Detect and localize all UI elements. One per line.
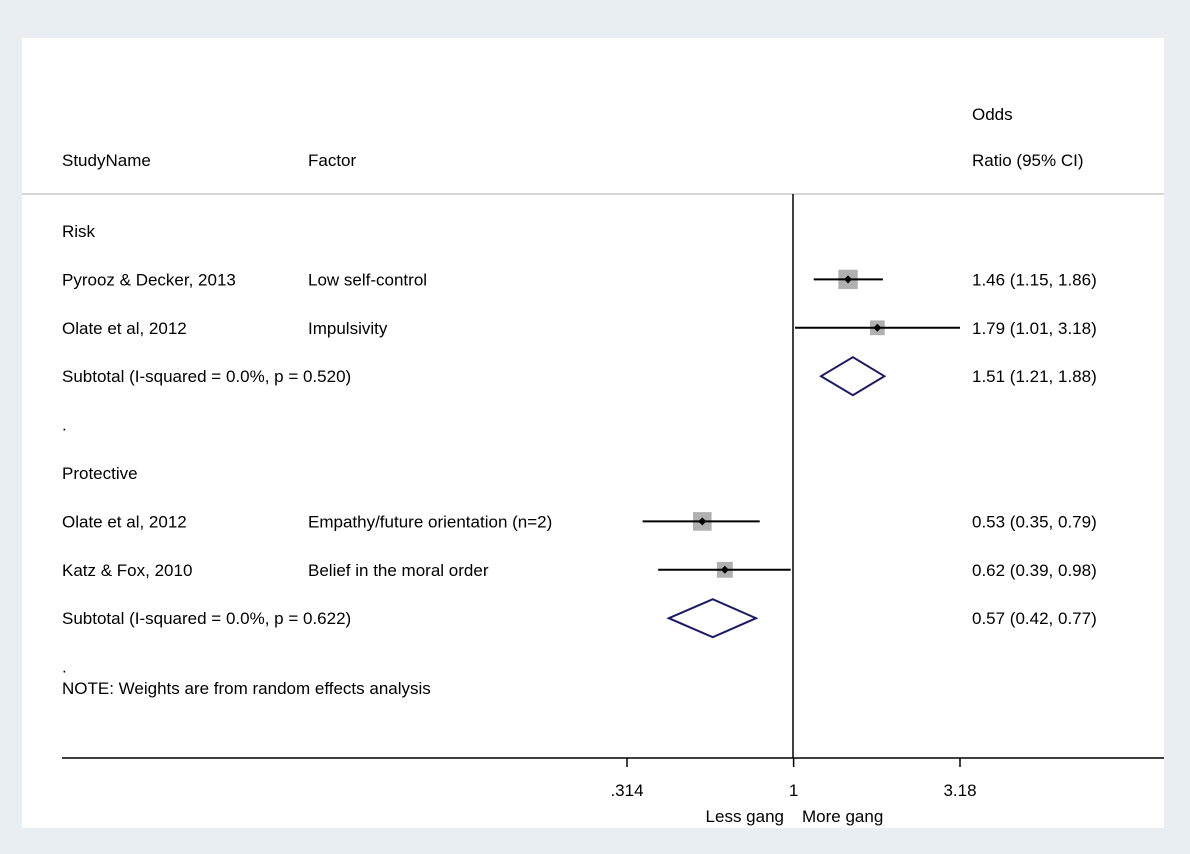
x-axis-ticks: .314 1 3.18 — [610, 758, 977, 800]
spacer-dot: . — [62, 658, 67, 677]
subtotal-label: Subtotal (I-squared = 0.0%, p = 0.622) — [62, 609, 351, 628]
study-factor: Empathy/future orientation (n=2) — [308, 512, 552, 531]
study-factor: Impulsivity — [308, 319, 388, 338]
point-estimate — [873, 323, 882, 332]
study-name: Olate et al, 2012 — [62, 512, 187, 531]
header-ratio-ci: Ratio (95% CI) — [972, 151, 1083, 170]
study-name: Katz & Fox, 2010 — [62, 561, 192, 580]
x-tick-label: 3.18 — [943, 781, 976, 800]
plot-panel — [22, 38, 1164, 828]
group-label: Protective — [62, 464, 138, 483]
subtotal-estimate: 0.57 (0.42, 0.77) — [972, 609, 1097, 628]
point-estimate — [698, 517, 707, 526]
spacer-dot: . — [62, 416, 67, 435]
forest-rows: Risk Pyrooz & Decker, 2013 Low self-contro… — [62, 222, 1097, 677]
study-name: Olate et al, 2012 — [62, 319, 187, 338]
study-name: Pyrooz & Decker, 2013 — [62, 270, 236, 289]
study-factor: Low self-control — [308, 270, 427, 289]
effect-estimate: 0.53 (0.35, 0.79) — [972, 512, 1097, 531]
point-estimate — [720, 565, 729, 574]
effect-estimate: 0.62 (0.39, 0.98) — [972, 561, 1097, 580]
favours-left-label: Less gang — [706, 807, 784, 826]
pooled-diamond — [819, 356, 887, 397]
weights-note: NOTE: Weights are from random effects an… — [62, 679, 431, 698]
study-factor: Belief in the moral order — [308, 561, 489, 580]
favours-right-label: More gang — [802, 807, 883, 826]
header-odds: Odds — [972, 105, 1013, 124]
header-study-name: StudyName — [62, 151, 151, 170]
subtotal-estimate: 1.51 (1.21, 1.88) — [972, 367, 1097, 386]
pooled-diamond — [666, 598, 759, 639]
x-tick-label: 1 — [789, 781, 798, 800]
subtotal-label: Subtotal (I-squared = 0.0%, p = 0.520) — [62, 367, 351, 386]
group-label: Risk — [62, 222, 96, 241]
point-estimate — [844, 275, 853, 284]
x-tick-label: .314 — [610, 781, 643, 800]
effect-estimate: 1.79 (1.01, 3.18) — [972, 319, 1097, 338]
effect-estimate: 1.46 (1.15, 1.86) — [972, 270, 1097, 289]
header-factor: Factor — [308, 151, 357, 170]
